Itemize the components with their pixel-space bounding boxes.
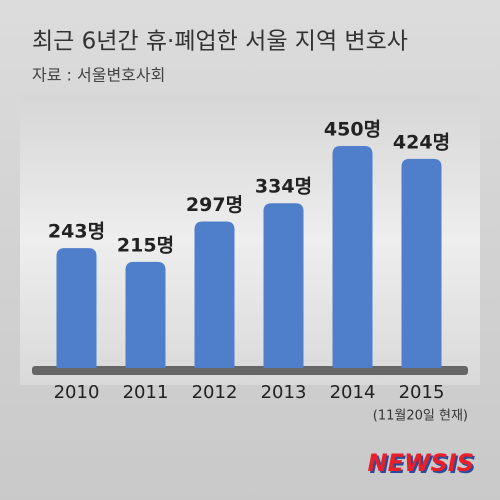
- x-tick-label: 2012: [192, 382, 238, 403]
- bar: [401, 158, 442, 368]
- x-tick-label: 2010: [54, 382, 100, 403]
- value-label: 334명: [255, 176, 312, 198]
- value-label: 450명: [324, 119, 381, 141]
- logo: NEWSIS: [368, 449, 474, 477]
- x-tick-label: 2013: [261, 382, 307, 403]
- chart-title: 최근 6년간 휴·폐업한 서울 지역 변호사: [32, 29, 408, 55]
- value-label: 215명: [117, 234, 174, 256]
- logo-shadow: NEWSIS: [370, 451, 476, 479]
- chart-subtitle: 자료 : 서울변호사회: [32, 66, 165, 85]
- value-label: 243명: [48, 221, 105, 243]
- bar: [263, 203, 304, 368]
- bar: [125, 261, 166, 368]
- bar: [194, 221, 235, 368]
- value-label: 424명: [393, 131, 450, 153]
- x-tick-label: 2015: [399, 382, 445, 403]
- x-tick-label: 2014: [330, 382, 376, 403]
- bar: [332, 146, 373, 368]
- value-label: 297명: [186, 194, 243, 216]
- x-tick-label: 2011: [123, 382, 169, 403]
- baseline: [32, 366, 468, 375]
- bar: [56, 248, 97, 368]
- note: (11월20일 현재): [373, 409, 468, 424]
